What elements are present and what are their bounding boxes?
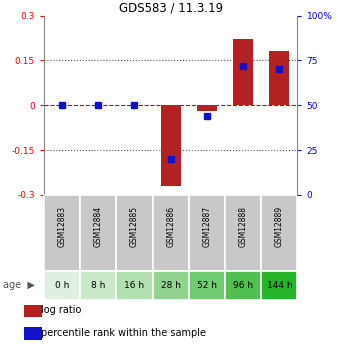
Bar <box>44 271 80 300</box>
Text: GSM12889: GSM12889 <box>275 206 284 247</box>
Bar <box>233 39 253 105</box>
Text: GSM12885: GSM12885 <box>130 206 139 247</box>
Bar <box>197 105 217 111</box>
Bar <box>80 271 116 300</box>
Bar <box>161 105 180 186</box>
Bar <box>152 271 189 300</box>
Text: 16 h: 16 h <box>124 281 145 290</box>
Text: log ratio: log ratio <box>41 305 81 315</box>
Text: GSM12883: GSM12883 <box>57 206 67 247</box>
Bar <box>261 195 297 271</box>
Bar <box>225 271 261 300</box>
Bar <box>80 195 116 271</box>
Text: 52 h: 52 h <box>197 281 217 290</box>
Bar <box>152 195 189 271</box>
Text: GSM12884: GSM12884 <box>94 206 103 247</box>
Bar <box>225 195 261 271</box>
Text: 144 h: 144 h <box>267 281 292 290</box>
Text: GSM12888: GSM12888 <box>239 206 248 247</box>
Text: percentile rank within the sample: percentile rank within the sample <box>41 328 206 338</box>
Bar <box>116 271 152 300</box>
Bar <box>189 271 225 300</box>
Text: 8 h: 8 h <box>91 281 105 290</box>
Text: age  ▶: age ▶ <box>3 280 35 290</box>
Text: 0 h: 0 h <box>55 281 69 290</box>
Text: 96 h: 96 h <box>233 281 253 290</box>
Bar <box>44 195 80 271</box>
Bar <box>116 195 152 271</box>
Text: GSM12887: GSM12887 <box>202 206 211 247</box>
Bar <box>269 51 289 105</box>
Bar <box>24 305 42 317</box>
Bar <box>24 327 42 339</box>
Text: 28 h: 28 h <box>161 281 181 290</box>
Text: GSM12886: GSM12886 <box>166 206 175 247</box>
Title: GDS583 / 11.3.19: GDS583 / 11.3.19 <box>119 1 223 14</box>
Bar <box>189 195 225 271</box>
Bar <box>261 271 297 300</box>
